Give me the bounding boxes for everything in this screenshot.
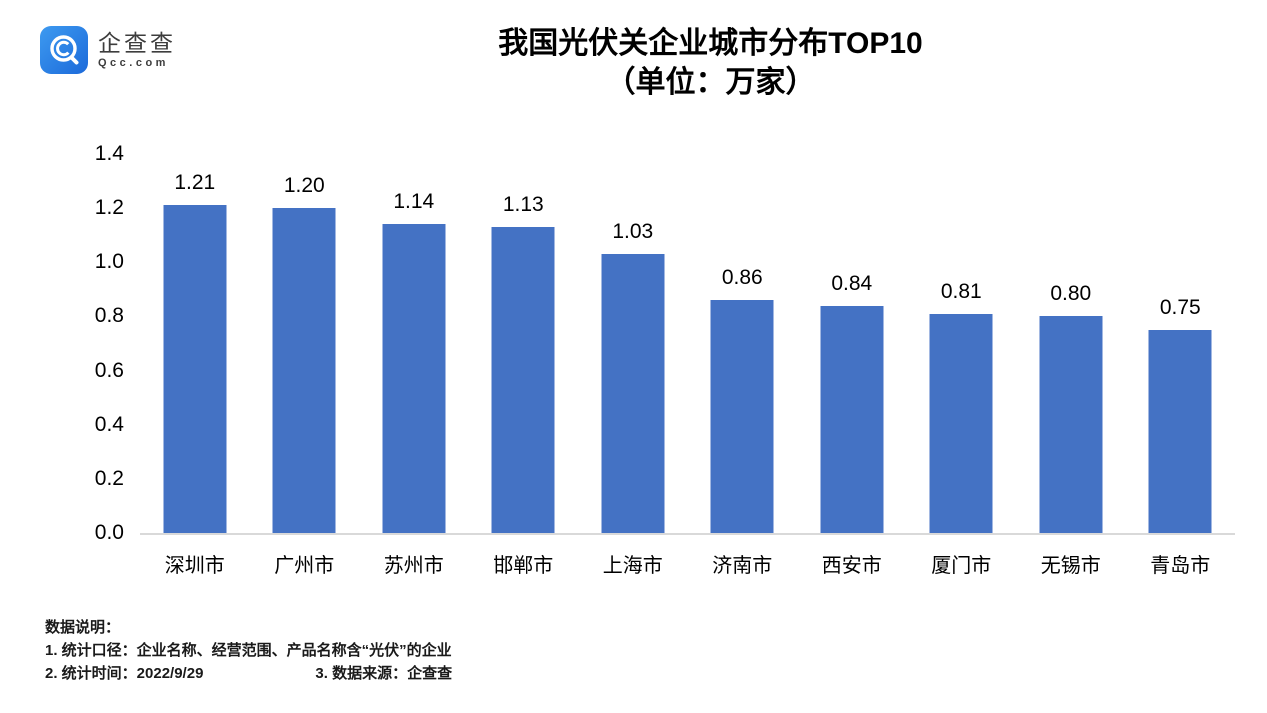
note-statistics-scope: 1. 统计口径：企业名称、经营范围、产品名称含“光伏”的企业 <box>45 642 452 659</box>
y-axis-tick: 0.4 <box>94 412 124 436</box>
chart-title-line1: 我国光伏关企业城市分布TOP10 <box>498 27 923 60</box>
y-axis-tick: 0.6 <box>94 358 124 382</box>
bar-苏州市 <box>382 224 446 533</box>
bar-value-label: 1.14 <box>393 190 435 214</box>
x-axis-label: 济南市 <box>712 555 773 577</box>
bar-value-label: 1.20 <box>283 174 325 198</box>
bar-slot: 1.20 广州市 <box>250 154 360 577</box>
bar-slot: 1.13 邯郸市 <box>469 154 579 577</box>
bar-无锡市 <box>1039 316 1103 533</box>
qcc-logo-icon <box>40 26 88 74</box>
bar-深圳市 <box>163 205 227 533</box>
x-axis-label: 广州市 <box>274 555 335 577</box>
bar-value-label: 0.84 <box>831 271 873 295</box>
x-axis-label: 邯郸市 <box>493 555 554 577</box>
magnifier-icon <box>50 35 79 65</box>
x-axis-label: 上海市 <box>602 555 663 577</box>
y-axis-tick: 1.0 <box>94 250 124 274</box>
bar-value-label: 0.86 <box>721 266 763 290</box>
plot-area: 1.21 深圳市 1.20 广州市 1.14 苏州市 1.13 邯郸市 1.03 上海市 0.86 济… <box>95 142 1236 577</box>
note-data-source: 3. 数据来源：企查查 <box>315 665 453 682</box>
x-axis-label: 西安市 <box>821 555 882 577</box>
logo-name: 企查查 <box>98 29 176 56</box>
bar-value-label: 0.81 <box>940 279 982 303</box>
chart-title-line2: （单位：万家） <box>605 66 816 99</box>
y-axis-tick: 0.8 <box>94 304 124 328</box>
bar-value-label: 1.13 <box>502 193 544 217</box>
bar-value-label: 0.75 <box>1159 295 1201 319</box>
bar-slot: 0.86 济南市 <box>688 154 798 577</box>
x-axis-label: 苏州市 <box>383 555 444 577</box>
bar-value-label: 0.80 <box>1050 282 1092 306</box>
y-axis-tick: 1.2 <box>94 196 124 220</box>
bar-邯郸市 <box>491 227 555 533</box>
bar-slot: 0.84 西安市 <box>797 154 907 577</box>
x-axis-label: 青岛市 <box>1150 555 1211 577</box>
bar-slot: 1.03 上海市 <box>578 154 688 577</box>
bar-slot: 0.81 厦门市 <box>907 154 1017 577</box>
bar-上海市 <box>601 254 665 533</box>
bars-container: 1.21 深圳市 1.20 广州市 1.14 苏州市 1.13 邯郸市 1.03 上海市 0.86 济… <box>140 154 1236 577</box>
bar-slot: 0.75 青岛市 <box>1126 154 1236 577</box>
y-axis-tick: 0.2 <box>94 466 124 490</box>
bar-西安市 <box>820 305 884 533</box>
bar-青岛市 <box>1148 329 1212 533</box>
data-notes: 数据说明： 1. 统计口径：企业名称、经营范围、产品名称含“光伏”的企业 2. … <box>45 616 452 685</box>
chart-title: 我国光伏关企业城市分布TOP10 （单位：万家） <box>154 24 1267 102</box>
x-axis-label: 无锡市 <box>1040 555 1101 577</box>
bar-厦门市 <box>929 313 993 533</box>
bar-广州市 <box>272 208 336 533</box>
y-axis-tick: 1.4 <box>94 142 124 165</box>
bar-济南市 <box>710 300 774 533</box>
x-axis-label: 深圳市 <box>164 555 225 577</box>
notes-heading: 数据说明： <box>45 619 121 636</box>
logo-domain: Qcc.com <box>98 56 169 69</box>
note-line3: 2. 统计时间：2022/9/29 3. 数据来源：企查查 <box>45 662 452 685</box>
y-axis-tick: 0.0 <box>94 521 124 544</box>
bar-slot: 1.21 深圳市 <box>140 154 250 577</box>
bar-value-label: 1.03 <box>612 220 654 244</box>
note-statistics-time: 2. 统计时间：2022/9/29 <box>45 665 204 682</box>
bar-value-label: 1.21 <box>174 171 216 195</box>
bar-slot: 1.14 苏州市 <box>359 154 469 577</box>
qcc-logo: 企查查 Qcc.com <box>40 26 176 74</box>
bar-slot: 0.80 无锡市 <box>1016 154 1126 577</box>
x-axis-label: 厦门市 <box>931 555 992 577</box>
